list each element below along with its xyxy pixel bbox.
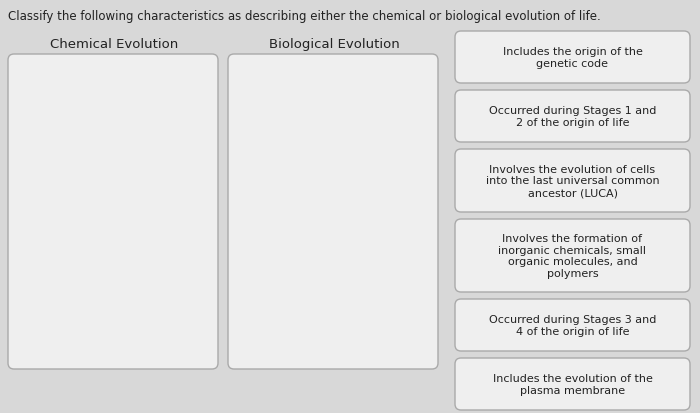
Text: Includes the origin of the
genetic code: Includes the origin of the genetic code	[503, 47, 643, 69]
Text: Biological Evolution: Biological Evolution	[269, 38, 400, 51]
Text: Occurred during Stages 3 and
4 of the origin of life: Occurred during Stages 3 and 4 of the or…	[489, 314, 656, 336]
Text: Includes the evolution of the
plasma membrane: Includes the evolution of the plasma mem…	[493, 373, 652, 395]
Text: Classify the following characteristics as describing either the chemical or biol: Classify the following characteristics a…	[8, 10, 601, 23]
FancyBboxPatch shape	[8, 55, 218, 369]
FancyBboxPatch shape	[455, 150, 690, 212]
FancyBboxPatch shape	[455, 358, 690, 410]
FancyBboxPatch shape	[455, 299, 690, 351]
Text: Involves the formation of
inorganic chemicals, small
organic molecules, and
poly: Involves the formation of inorganic chem…	[498, 233, 647, 278]
FancyBboxPatch shape	[228, 55, 438, 369]
Text: Chemical Evolution: Chemical Evolution	[50, 38, 178, 51]
FancyBboxPatch shape	[455, 32, 690, 84]
FancyBboxPatch shape	[455, 91, 690, 142]
FancyBboxPatch shape	[455, 219, 690, 292]
Text: Occurred during Stages 1 and
2 of the origin of life: Occurred during Stages 1 and 2 of the or…	[489, 106, 656, 128]
Text: Involves the evolution of cells
into the last universal common
ancestor (LUCA): Involves the evolution of cells into the…	[486, 164, 659, 198]
